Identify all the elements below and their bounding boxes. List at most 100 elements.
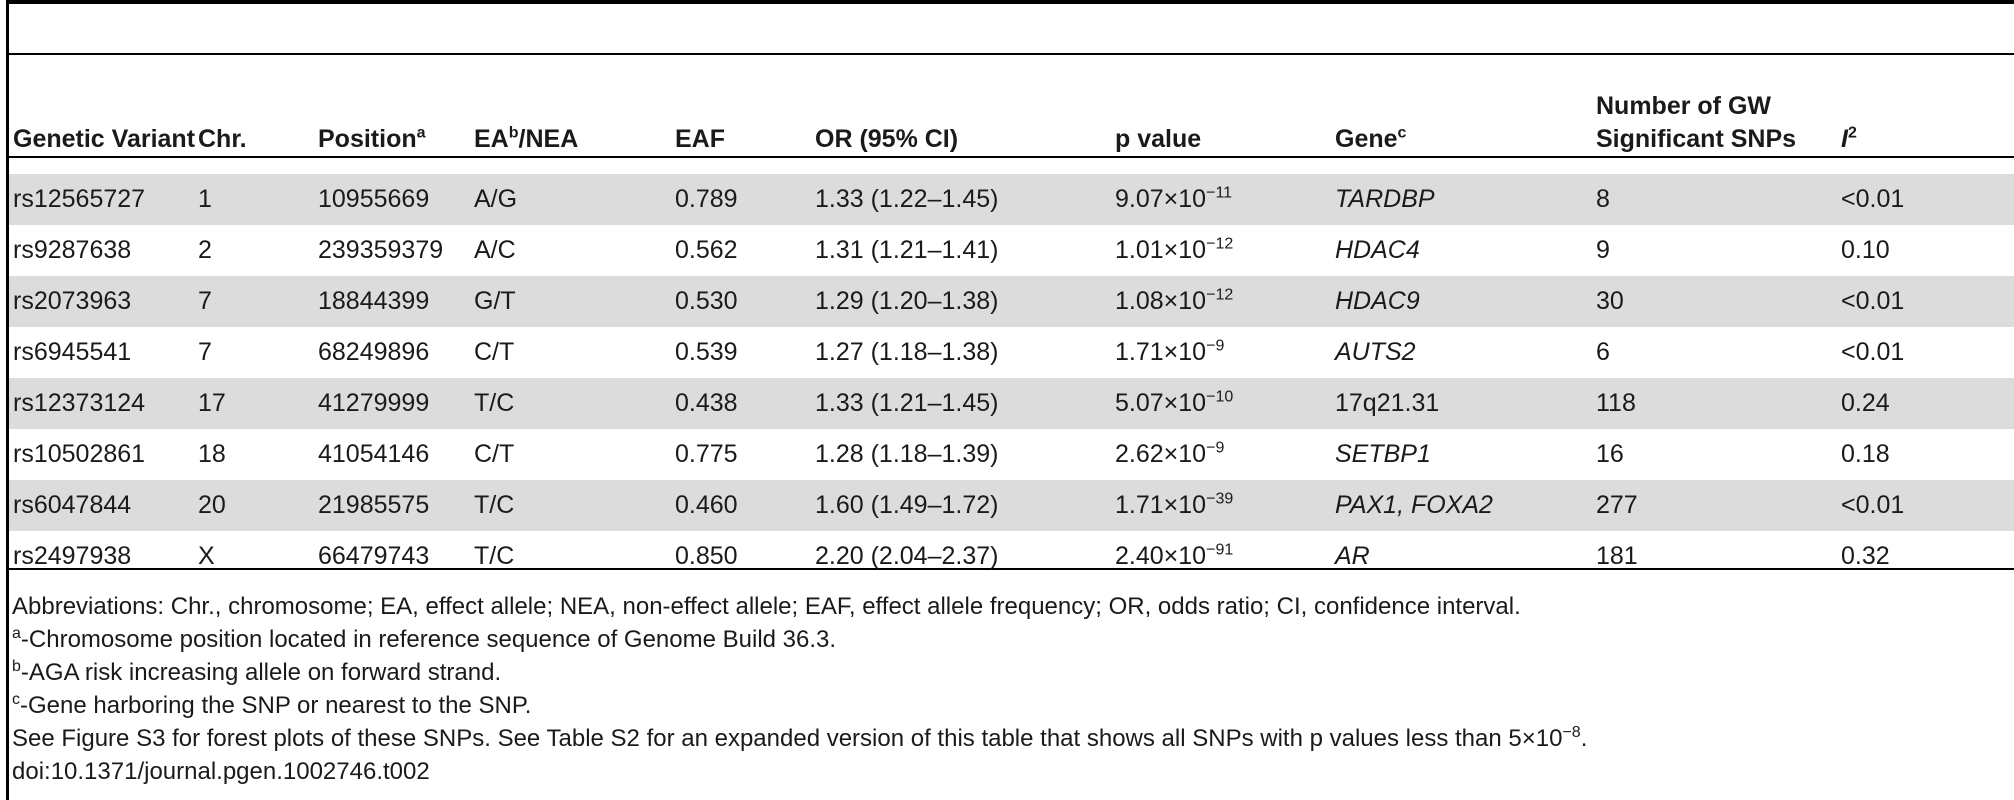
cell-eaf: 0.530 <box>671 276 811 327</box>
col-number-gw-snps: Number of GW Significant SNPs <box>1596 92 1797 153</box>
cell-p-value: 2.62×10−9 <box>1115 439 1225 468</box>
footnote-a: a-Chromosome position located in referen… <box>12 625 837 654</box>
cell-chr: 1 <box>194 174 314 225</box>
col-p-value: p value <box>1115 125 1202 153</box>
cell-or: 1.33 (1.22–1.45) <box>811 174 1111 225</box>
cell-eaf: 0.562 <box>675 236 738 264</box>
cell-ea-nea: T/C <box>470 378 671 429</box>
cell-ea-nea: T/C <box>474 542 515 570</box>
doi-note: doi:10.1371/journal.pgen.1002746.t002 <box>12 758 430 785</box>
cell-eaf: 0.850 <box>675 542 738 570</box>
table-row: rs10502861 18 41054146 C/T 0.775 1.28 (1.18–1… <box>9 429 2014 480</box>
cell-position: 41279999 <box>314 378 470 429</box>
cell-chr: X <box>198 542 215 570</box>
cell-i-squared: 0.24 <box>1837 378 2014 429</box>
cell-number-gw-snps: 181 <box>1596 542 1638 570</box>
table-row: rs6945541 7 68249896 C/T 0.539 1.27 (1.18–1.3… <box>9 327 2014 378</box>
cell-ea-nea: A/C <box>474 236 516 264</box>
footnote-c: c-Gene harboring the SNP or nearest to t… <box>12 691 532 720</box>
cell-or: 2.20 (2.04–2.37) <box>815 542 999 570</box>
cell-chr: 7 <box>198 338 212 366</box>
table-row: rs9287638 2 239359379 A/C 0.562 1.31 (1.21–1.… <box>9 225 2014 276</box>
cell-gene: AR <box>1335 542 1370 570</box>
cell-eaf: 0.789 <box>671 174 811 225</box>
cell-i-squared: <0.01 <box>1837 174 2014 225</box>
cell-variant: rs6047844 <box>9 480 194 531</box>
cell-position: 68249896 <box>318 338 430 366</box>
cell-ea-nea: G/T <box>470 276 671 327</box>
table-row: rs2073963 7 18844399 G/T 0.530 1.29 (1.20–1.3… <box>9 276 2014 327</box>
col-ea-nea: EAb/NEA <box>474 124 579 153</box>
cell-variant: rs2497938 <box>13 542 132 570</box>
cell-chr: 2 <box>198 236 212 264</box>
cell-eaf: 0.460 <box>671 480 811 531</box>
cell-p-value: 1.08×10−12 <box>1111 276 1331 327</box>
see-also-note: See Figure S3 for forest plots of these … <box>12 724 1588 753</box>
cell-chr: 7 <box>194 276 314 327</box>
cell-eaf: 0.438 <box>671 378 811 429</box>
cell-p-value: 1.71×10−39 <box>1111 480 1331 531</box>
cell-or: 1.33 (1.21–1.45) <box>811 378 1111 429</box>
cell-ea-nea: A/G <box>470 174 671 225</box>
cell-number-gw-snps: 9 <box>1596 236 1610 264</box>
cell-p-value: 1.71×10−9 <box>1115 337 1225 366</box>
cell-eaf: 0.539 <box>675 338 738 366</box>
cell-p-value: 9.07×10−11 <box>1111 174 1331 225</box>
cell-chr: 20 <box>194 480 314 531</box>
left-border-rule <box>6 0 9 800</box>
col-or: OR (95% CI) <box>815 125 959 153</box>
table-body: rs12565727 1 10955669 A/G 0.789 1.33 (1.22–1.… <box>9 174 2014 582</box>
cell-gene: 17q21.31 <box>1331 378 1592 429</box>
table-row: rs12565727 1 10955669 A/G 0.789 1.33 (1.22–1.… <box>9 174 2014 225</box>
cell-or: 1.31 (1.21–1.41) <box>815 236 999 264</box>
cell-variant: rs10502861 <box>13 440 146 468</box>
abbreviations-note: Abbreviations: Chr., chromosome; EA, eff… <box>12 593 1521 620</box>
cell-number-gw-snps: 6 <box>1596 338 1610 366</box>
cell-position: 18844399 <box>314 276 470 327</box>
cell-or: 1.27 (1.18–1.38) <box>815 338 999 366</box>
table-row: rs2497938 X 66479743 T/C 0.850 2.20 (2.04–2.3… <box>9 531 2014 582</box>
cell-variant: rs12373124 <box>9 378 194 429</box>
cell-p-value: 2.40×10−91 <box>1115 541 1234 570</box>
cell-number-gw-snps: 30 <box>1592 276 1837 327</box>
cell-i-squared: 0.10 <box>1841 236 1890 264</box>
cell-p-value: 5.07×10−10 <box>1111 378 1331 429</box>
footnote-b: b-AGA risk increasing allele on forward … <box>12 658 502 687</box>
cell-gene: TARDBP <box>1331 174 1592 225</box>
col-position: Positiona <box>318 124 426 153</box>
cell-number-gw-snps: 118 <box>1592 378 1837 429</box>
cell-i-squared: 0.18 <box>1841 440 1890 468</box>
col-i-squared: I2 <box>1841 124 1857 153</box>
cell-ea-nea: C/T <box>474 338 515 366</box>
cell-variant: rs12565727 <box>9 174 194 225</box>
cell-i-squared: <0.01 <box>1837 276 2014 327</box>
cell-gene: AUTS2 <box>1335 338 1416 366</box>
cell-ea-nea: T/C <box>470 480 671 531</box>
cell-gene: SETBP1 <box>1335 440 1431 468</box>
cell-position: 66479743 <box>318 542 430 570</box>
cell-position: 10955669 <box>314 174 470 225</box>
cell-eaf: 0.775 <box>675 440 738 468</box>
top-border-rule <box>9 0 2014 4</box>
cell-or: 1.28 (1.18–1.39) <box>815 440 999 468</box>
cell-number-gw-snps: 8 <box>1592 174 1837 225</box>
cell-variant: rs6945541 <box>13 338 132 366</box>
header-bottom-rule <box>9 156 2014 158</box>
cell-gene: HDAC9 <box>1331 276 1592 327</box>
table-row: rs6047844 20 21985575 T/C 0.460 1.60 (1.49–1.… <box>9 480 2014 531</box>
header-row: Genetic Variant Chr. Positiona EAb/NEA E… <box>9 55 2014 174</box>
table-row: rs12373124 17 41279999 T/C 0.438 1.33 (1.21–1… <box>9 378 2014 429</box>
cell-i-squared: <0.01 <box>1837 480 2014 531</box>
cell-or: 1.60 (1.49–1.72) <box>811 480 1111 531</box>
cell-variant: rs9287638 <box>13 236 132 264</box>
cell-ea-nea: C/T <box>474 440 515 468</box>
cell-number-gw-snps: 16 <box>1596 440 1624 468</box>
cell-chr: 17 <box>194 378 314 429</box>
header-top-rule <box>9 53 2014 55</box>
cell-variant: rs2073963 <box>9 276 194 327</box>
col-chr: Chr. <box>198 125 247 153</box>
table-footnotes: Abbreviations: Chr., chromosome; EA, eff… <box>12 590 1587 788</box>
snp-results-table: Genetic Variant Chr. Positiona EAb/NEA E… <box>9 55 2014 582</box>
cell-position: 239359379 <box>318 236 444 264</box>
